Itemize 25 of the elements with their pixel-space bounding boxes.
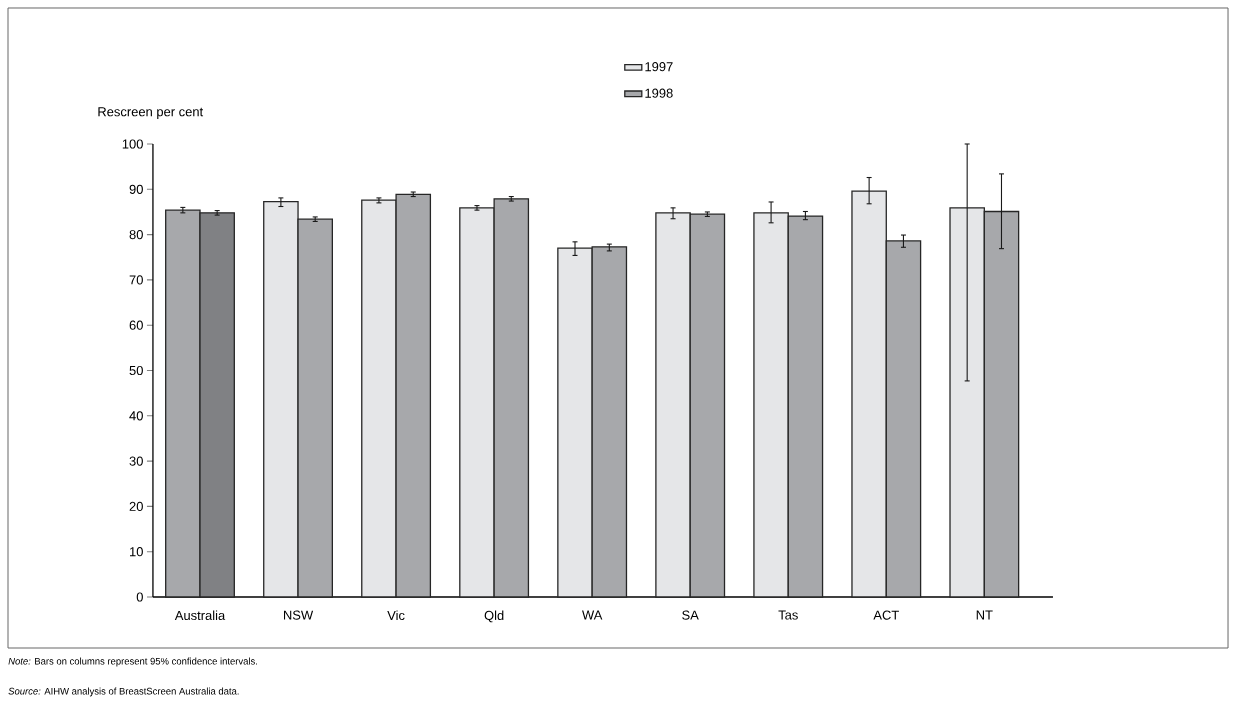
y-tick-label: 0 [136, 592, 143, 602]
x-tick-label: Tas [778, 610, 798, 620]
y-axis-title: Rescreen per cent [98, 107, 204, 119]
x-tick-label: ACT [873, 610, 899, 620]
y-tick-label: 90 [129, 184, 143, 194]
text: Source: AIHW analysis of BreastScreen Australia data. [8, 687, 239, 697]
text: Note: Bars on columns represent 95% confidence intervals. [8, 657, 257, 667]
y-tick-label: 40 [129, 411, 143, 421]
x-tick-label: NT [976, 610, 993, 620]
x-tick-label: SA [682, 610, 699, 620]
x-tick-label: NSW [284, 610, 314, 620]
y-tick-label: 80 [129, 230, 143, 240]
y-tick-label: 10 [130, 547, 143, 557]
y-tick-label: 50 [129, 365, 143, 376]
legend-label: 1997 [645, 62, 673, 72]
x-tick-label: Australia [174, 610, 226, 621]
x-tick-label: Qld [484, 610, 504, 623]
y-tick-label: 60 [129, 320, 143, 330]
y-tick-label: 30 [129, 456, 143, 466]
x-tick-label: WA [582, 610, 603, 620]
y-tick-label: 70 [129, 275, 143, 285]
x-tick-label: Vic [387, 610, 405, 621]
legend-label: 1998 [645, 88, 673, 98]
y-tick-label: 20 [129, 501, 143, 511]
y-tick-label: 100 [122, 139, 143, 149]
